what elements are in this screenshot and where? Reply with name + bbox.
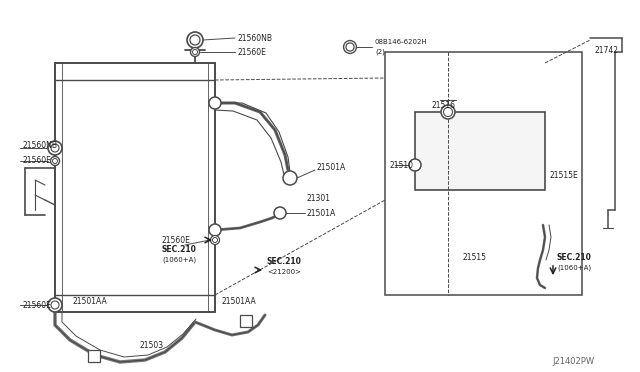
Text: SEC.210: SEC.210: [267, 257, 302, 266]
Text: 21560E: 21560E: [237, 48, 266, 57]
Circle shape: [209, 97, 221, 109]
Text: 08B146-6202H: 08B146-6202H: [375, 39, 428, 45]
Circle shape: [193, 49, 198, 55]
Circle shape: [51, 144, 59, 152]
Text: 21501A: 21501A: [317, 163, 346, 171]
Text: 21501A: 21501A: [307, 208, 336, 218]
Text: 21560E: 21560E: [22, 155, 51, 164]
Text: 21503: 21503: [140, 340, 164, 350]
Text: 21560E: 21560E: [22, 301, 51, 310]
Circle shape: [209, 224, 221, 236]
Text: 21501AA: 21501AA: [222, 298, 257, 307]
Bar: [385, 52, 582, 295]
Circle shape: [344, 41, 356, 54]
Text: 21510: 21510: [390, 160, 414, 170]
Text: 21560NB: 21560NB: [22, 141, 57, 150]
Text: (1060+A): (1060+A): [162, 257, 196, 263]
Circle shape: [444, 108, 452, 116]
Circle shape: [190, 35, 200, 45]
Circle shape: [48, 298, 62, 312]
Text: (1060+A): (1060+A): [557, 265, 591, 271]
Text: (2): (2): [375, 49, 385, 55]
Circle shape: [51, 157, 60, 166]
Text: <21200>: <21200>: [267, 269, 301, 275]
Circle shape: [274, 207, 286, 219]
Bar: [415, 112, 545, 190]
Circle shape: [48, 141, 62, 155]
Text: 21560E: 21560E: [162, 235, 191, 244]
Circle shape: [212, 237, 218, 243]
Circle shape: [187, 32, 203, 48]
Text: 21560NB: 21560NB: [237, 33, 272, 42]
Text: 21515E: 21515E: [550, 170, 579, 180]
Circle shape: [52, 158, 58, 164]
Bar: [88, 350, 100, 362]
Circle shape: [346, 43, 354, 51]
Circle shape: [211, 235, 220, 244]
Text: 21742: 21742: [595, 45, 619, 55]
Text: 21301: 21301: [307, 193, 331, 202]
Text: J21402PW: J21402PW: [552, 357, 594, 366]
Text: SEC.210: SEC.210: [162, 246, 197, 254]
Text: SEC.210: SEC.210: [557, 253, 592, 263]
Circle shape: [409, 159, 421, 171]
Circle shape: [51, 301, 59, 309]
Circle shape: [283, 171, 297, 185]
Circle shape: [441, 105, 455, 119]
Text: 21516: 21516: [432, 100, 456, 109]
Text: 21501AA: 21501AA: [72, 298, 107, 307]
Text: 21515: 21515: [463, 253, 487, 263]
Circle shape: [191, 48, 200, 57]
Bar: [240, 315, 252, 327]
